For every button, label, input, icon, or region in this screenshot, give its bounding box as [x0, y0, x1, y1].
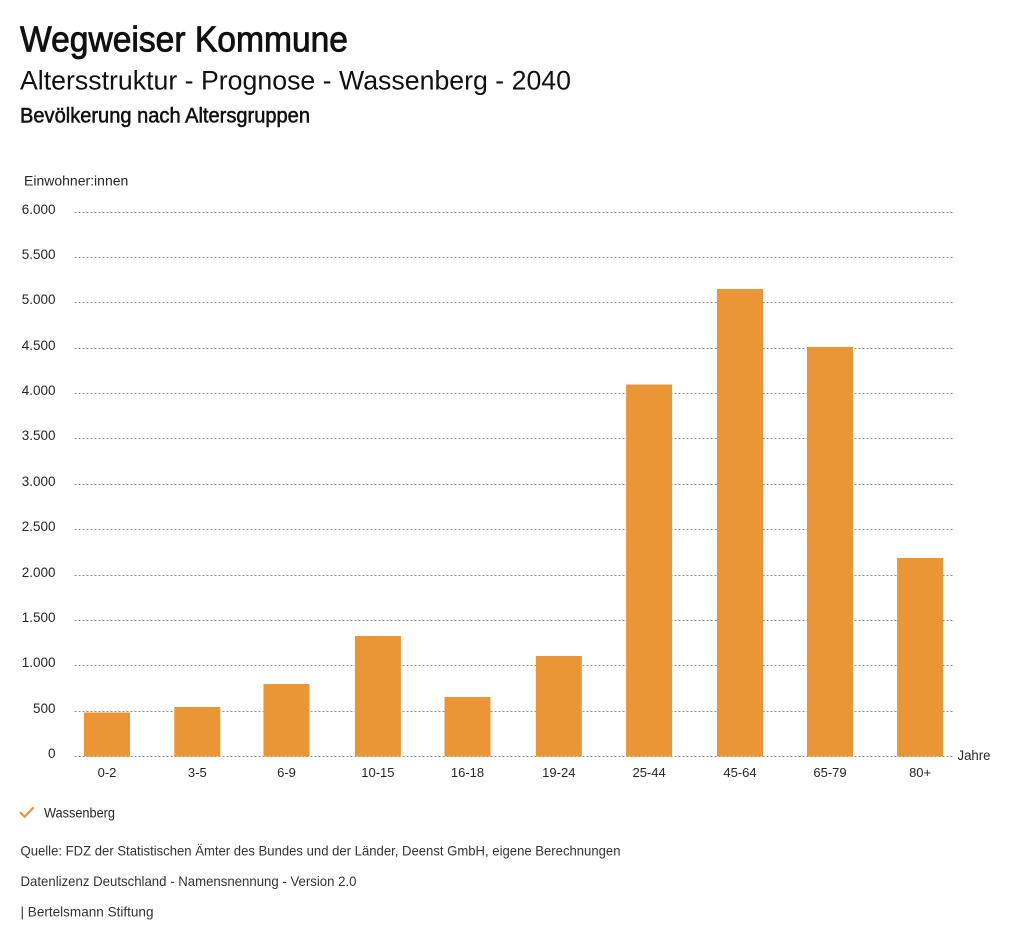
svg-text:80+: 80+: [909, 765, 931, 780]
svg-text:1.500: 1.500: [22, 610, 56, 625]
svg-text:6-9: 6-9: [277, 765, 296, 780]
svg-text:19-24: 19-24: [542, 765, 575, 780]
svg-text:500: 500: [33, 701, 56, 716]
svg-text:25-44: 25-44: [632, 765, 665, 780]
svg-text:Datenlizenz Deutschland - Name: Datenlizenz Deutschland - Namensnennung …: [21, 873, 357, 889]
svg-text:2.500: 2.500: [22, 519, 56, 534]
svg-text:3.500: 3.500: [22, 428, 56, 443]
svg-text:Quelle: FDZ der Statistischen: Quelle: FDZ der Statistischen Ämter des …: [21, 843, 621, 859]
svg-text:3-5: 3-5: [188, 765, 207, 780]
svg-text:Wegweiser Kommune: Wegweiser Kommune: [20, 19, 348, 60]
svg-text:| Bertelsmann Stiftung: | Bertelsmann Stiftung: [21, 904, 154, 920]
svg-text:45-64: 45-64: [723, 765, 756, 780]
svg-text:6.000: 6.000: [22, 202, 56, 217]
svg-text:10-15: 10-15: [361, 765, 394, 780]
svg-text:16-18: 16-18: [451, 765, 484, 780]
svg-text:4.000: 4.000: [22, 383, 56, 398]
svg-text:65-79: 65-79: [813, 765, 846, 780]
svg-text:Wassenberg: Wassenberg: [44, 805, 115, 820]
svg-text:Bevölkerung nach Altersgruppen: Bevölkerung nach Altersgruppen: [20, 104, 310, 128]
svg-text:4.500: 4.500: [22, 338, 56, 353]
svg-text:2.000: 2.000: [22, 565, 56, 580]
svg-text:Jahre: Jahre: [958, 747, 991, 763]
svg-text:1.000: 1.000: [22, 655, 56, 670]
svg-text:5.000: 5.000: [22, 292, 56, 307]
svg-text:0: 0: [48, 746, 56, 761]
svg-text:Einwohner:innen: Einwohner:innen: [24, 172, 128, 188]
svg-text:3.000: 3.000: [22, 474, 56, 489]
svg-text:0-2: 0-2: [98, 765, 117, 780]
svg-text:5.500: 5.500: [22, 247, 56, 262]
svg-text:Altersstruktur - Prognose - Wa: Altersstruktur - Prognose - Wassenberg -…: [20, 65, 571, 95]
